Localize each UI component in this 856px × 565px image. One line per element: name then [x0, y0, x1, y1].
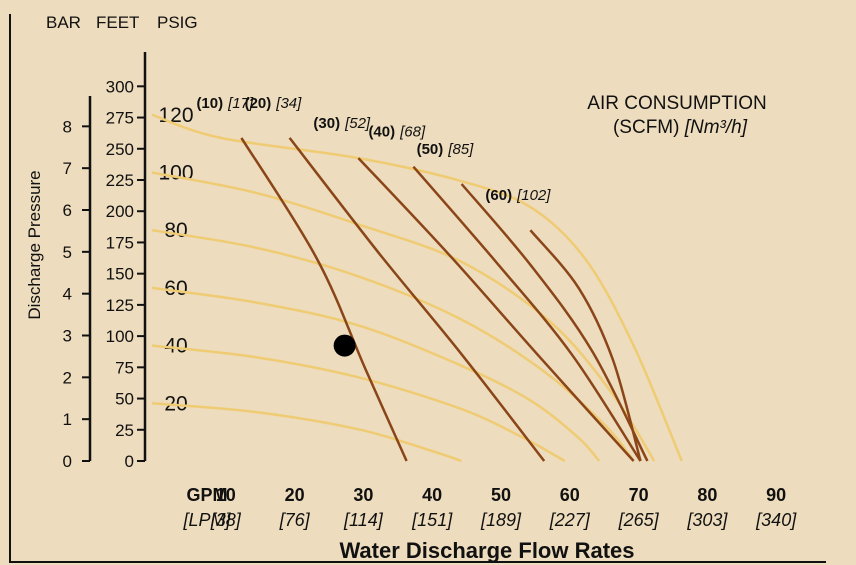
- air-curve-nm3h: [85]: [447, 141, 474, 158]
- air-curve-label: (20) [34]: [245, 95, 303, 112]
- bar-tick-label: 4: [63, 285, 72, 304]
- air-curve-scfm: (10): [196, 95, 223, 112]
- air-consumption-title: AIR CONSUMPTION: [587, 93, 766, 114]
- performance-curve: [151, 344, 566, 463]
- lpm-tick-label: [265]: [618, 510, 660, 530]
- lpm-header: [LPM]: [182, 510, 231, 530]
- gpm-tick-label: 50: [491, 485, 511, 505]
- feet-tick-label: 250: [106, 140, 134, 159]
- air-consumption-curve: [460, 183, 649, 462]
- air-units-scfm: (SCFM): [613, 117, 685, 138]
- lpm-tick-label: [340]: [755, 510, 797, 530]
- air-consumption-curve: [529, 229, 642, 462]
- air-consumption-units: (SCFM) [Nm³/h]: [613, 117, 748, 138]
- air-curve-nm3h: [102]: [516, 187, 551, 204]
- feet-tick-label: 225: [106, 171, 134, 190]
- gpm-tick-label: 90: [766, 485, 786, 505]
- bar-axis-header: BAR: [46, 13, 81, 32]
- operating-point-marker: [333, 334, 356, 357]
- air-curve-label: (40) [68]: [368, 124, 426, 141]
- air-curve-label: (50) [85]: [417, 141, 475, 158]
- psig-tick-label: 40: [164, 335, 187, 358]
- performance-curve: [151, 228, 635, 462]
- bar-tick-label: 0: [63, 452, 72, 471]
- feet-tick-label: 50: [115, 390, 134, 409]
- air-consumption-curve: [288, 137, 546, 462]
- bar-tick-label: 1: [63, 410, 72, 429]
- air-units-nm3h: [Nm³/h]: [684, 117, 748, 138]
- air-curve-scfm: (20): [245, 95, 272, 112]
- feet-tick-label: 275: [106, 109, 134, 128]
- feet-tick-label: 25: [115, 421, 134, 440]
- feet-axis-header: FEET: [96, 13, 139, 32]
- feet-tick-label: 100: [106, 327, 134, 346]
- x-axis-title: Water Discharge Flow Rates: [339, 538, 634, 563]
- gpm-tick-label: 80: [697, 485, 717, 505]
- performance-curve: [151, 286, 601, 462]
- feet-tick-label: 150: [106, 265, 134, 284]
- air-curve-scfm: (60): [485, 187, 512, 204]
- feet-tick-label: 200: [106, 202, 134, 221]
- air-curve-scfm: (40): [368, 124, 395, 141]
- air-consumption-curve: [357, 157, 635, 462]
- bar-tick-label: 5: [63, 243, 72, 262]
- gpm-tick-label: 10: [216, 485, 236, 505]
- air-consumption-curve: [240, 137, 408, 462]
- lpm-tick-label: [189]: [480, 510, 522, 530]
- psig-axis-header: PSIG: [157, 13, 198, 32]
- bar-tick-label: 2: [63, 368, 72, 387]
- bar-tick-label: 6: [63, 201, 72, 220]
- feet-tick-label: 300: [106, 77, 134, 96]
- performance-curve: [151, 171, 656, 462]
- psig-tick-label: 80: [164, 219, 187, 242]
- gpm-tick-label: 20: [285, 485, 305, 505]
- feet-tick-label: 175: [106, 233, 134, 252]
- air-curve-label: (30) [52]: [313, 115, 371, 132]
- lpm-tick-label: [76]: [279, 510, 311, 530]
- gpm-tick-label: 40: [422, 485, 442, 505]
- bar-tick-label: 3: [63, 327, 72, 346]
- lpm-tick-label: [303]: [686, 510, 728, 530]
- lpm-tick-label: [114]: [343, 510, 384, 530]
- gpm-tick-label: 70: [629, 485, 649, 505]
- gpm-header: GPM: [186, 485, 227, 505]
- air-curve-scfm: (30): [313, 115, 340, 132]
- air-curve-label: (60) [102]: [485, 187, 551, 204]
- feet-tick-label: 125: [106, 296, 134, 315]
- bar-tick-label: 7: [63, 159, 72, 178]
- lpm-tick-label: [38]: [210, 510, 242, 530]
- lpm-tick-label: [227]: [549, 510, 591, 530]
- air-curve-label: (10) [17]: [196, 95, 254, 112]
- gpm-tick-label: 60: [560, 485, 580, 505]
- lpm-tick-label: [151]: [411, 510, 453, 530]
- bar-tick-label: 8: [63, 117, 72, 136]
- psig-tick-label: 60: [164, 277, 187, 300]
- air-curve-nm3h: [17]: [227, 95, 254, 112]
- air-consumption-curve: [412, 165, 642, 462]
- feet-tick-label: 75: [115, 358, 134, 377]
- feet-tick-label: 0: [125, 452, 134, 471]
- air-curve-nm3h: [68]: [399, 124, 426, 141]
- performance-curve: [151, 402, 462, 463]
- air-curve-nm3h: [52]: [344, 115, 371, 132]
- gpm-tick-label: 30: [353, 485, 373, 505]
- air-curve-nm3h: [34]: [275, 95, 302, 112]
- y-axis-title: Discharge Pressure: [25, 170, 44, 319]
- air-curve-scfm: (50): [417, 141, 444, 158]
- psig-tick-label: 100: [158, 162, 193, 185]
